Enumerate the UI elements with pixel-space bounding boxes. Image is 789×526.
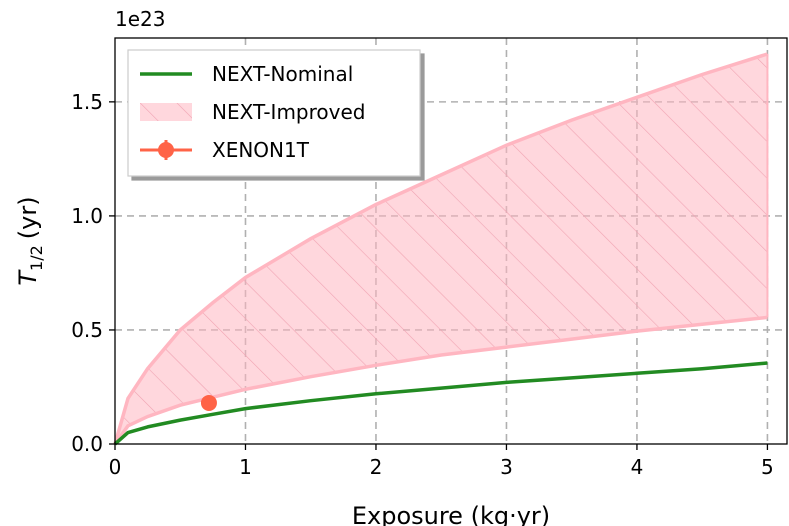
x-tick-label-2: 2 <box>370 455 383 479</box>
y-tick-label-0: 0.0 <box>71 432 103 456</box>
x-tick-label-4: 4 <box>631 455 644 479</box>
xenon1t-point <box>200 394 217 411</box>
y-tick-label-2: 1.0 <box>71 204 103 228</box>
plot-frame <box>114 37 788 445</box>
x-tick-label-3: 3 <box>500 455 513 479</box>
next-improved-lower-edge <box>113 315 768 446</box>
series-layer <box>113 52 769 446</box>
legend-label-2: XENON1T <box>212 138 310 162</box>
tick-labels: 0 1 2 3 4 5 0.0 0.5 1.0 1.5 <box>71 90 774 479</box>
y-axis-title-symbol: T <box>14 269 42 286</box>
legend: NEXT-Nominal NEXT-Improved XENON1T <box>127 49 421 177</box>
y-axis-title-unit: (yr) <box>14 196 42 239</box>
legend-handle-xenon1t-point <box>158 142 174 158</box>
legend-label-1: NEXT-Improved <box>212 100 365 124</box>
next-nominal-line <box>113 361 768 446</box>
y-tick-label-1: 0.5 <box>71 318 103 342</box>
x-axis-title: Exposure (kg·yr) <box>352 502 550 526</box>
axes <box>114 37 788 445</box>
y-axis-title: T1/2 (yr) <box>14 196 46 285</box>
x-tick-label-1: 1 <box>239 455 252 479</box>
next-improved-upper-edge <box>113 52 768 445</box>
y-offset-label: 1e23 <box>115 7 165 31</box>
y-tick-label-3: 1.5 <box>71 90 103 114</box>
legend-handle-next-improved-hatch <box>140 103 192 121</box>
legend-label-0: NEXT-Nominal <box>212 62 353 86</box>
x-tick-label-0: 0 <box>109 455 122 479</box>
x-tick-label-5: 5 <box>761 455 774 479</box>
next-improved-band-hatch <box>115 54 768 444</box>
y-axis-title-subscript: 1/2 <box>27 245 46 271</box>
